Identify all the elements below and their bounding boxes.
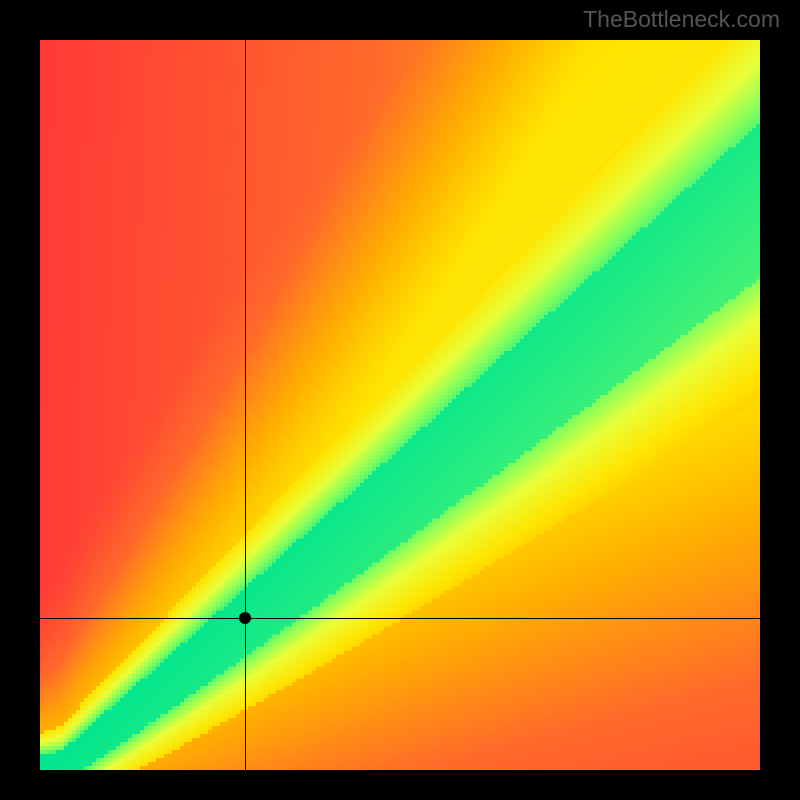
bottleneck-heatmap [40, 40, 760, 770]
crosshair-vertical [245, 40, 246, 770]
crosshair-horizontal [40, 618, 760, 619]
data-point-marker [239, 612, 251, 624]
watermark-text: TheBottleneck.com [583, 6, 780, 33]
